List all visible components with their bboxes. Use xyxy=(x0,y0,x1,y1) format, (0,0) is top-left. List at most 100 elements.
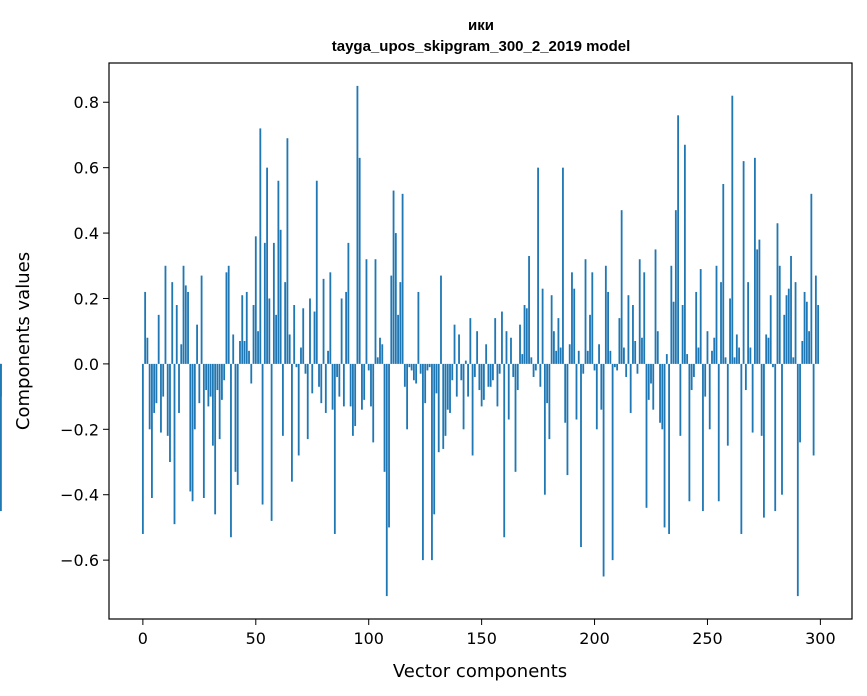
bar-75 xyxy=(311,363,314,394)
bar-182 xyxy=(552,331,555,364)
bar-113 xyxy=(397,314,399,364)
bar-6 xyxy=(155,363,158,404)
bar-211 xyxy=(618,318,621,364)
bar-40 xyxy=(232,334,235,364)
bar-56 xyxy=(268,298,271,364)
bar-212 xyxy=(620,210,623,364)
bar-181 xyxy=(550,295,553,364)
y-tick-label-5: 0.4 xyxy=(74,224,99,243)
bar-282 xyxy=(778,265,781,364)
bar-263 xyxy=(735,334,738,364)
bar-93 xyxy=(352,363,354,436)
bar-36 xyxy=(223,363,226,381)
bar-288 xyxy=(792,357,795,364)
bar-60 xyxy=(277,180,280,364)
bar-116 xyxy=(403,363,406,387)
bar-82 xyxy=(327,350,329,364)
bar-13 xyxy=(171,282,174,364)
bar-186 xyxy=(562,167,564,364)
bar-279 xyxy=(772,363,774,368)
bar-72 xyxy=(304,363,307,374)
bar-153 xyxy=(487,363,490,387)
bar-63 xyxy=(284,282,287,364)
bar-126 xyxy=(426,363,429,371)
bar-84 xyxy=(331,363,334,410)
bar-250 xyxy=(706,331,709,364)
bar-21 xyxy=(189,363,192,492)
bar-122 xyxy=(417,291,420,364)
bar-124 xyxy=(422,363,424,561)
bar-157 xyxy=(496,363,499,407)
bar-189 xyxy=(568,344,571,364)
bar-136 xyxy=(449,363,451,413)
bar-55 xyxy=(266,167,268,364)
bar-209 xyxy=(613,363,616,368)
bar-79 xyxy=(320,363,323,404)
bar-228 xyxy=(656,331,659,364)
bar-258 xyxy=(724,357,727,364)
bar-188 xyxy=(566,363,569,476)
bar-22 xyxy=(191,363,194,502)
bar-291 xyxy=(799,363,801,443)
bar-210 xyxy=(616,363,619,371)
bar-278 xyxy=(769,295,772,364)
bar-106 xyxy=(381,344,384,364)
bar-120 xyxy=(412,363,415,381)
bar-225 xyxy=(650,363,652,384)
plot-area-frame xyxy=(108,62,853,620)
bar-46 xyxy=(245,291,248,364)
bar-130 xyxy=(435,363,438,394)
bar-296 xyxy=(810,193,813,364)
bar-76 xyxy=(313,311,316,364)
bar-39 xyxy=(230,363,232,538)
bar-283 xyxy=(781,363,783,495)
bar-32 xyxy=(214,363,217,515)
bar-148 xyxy=(476,331,479,364)
bar-58 xyxy=(272,242,275,364)
bar-248 xyxy=(702,363,704,512)
bar-242 xyxy=(688,363,691,502)
bar-226 xyxy=(652,363,655,410)
bar-292 xyxy=(801,341,804,364)
bar-243 xyxy=(690,363,693,391)
bar-239 xyxy=(681,305,684,364)
bar-42 xyxy=(236,363,239,485)
bar-71 xyxy=(302,308,305,364)
bar-101 xyxy=(370,363,372,407)
bar-265 xyxy=(740,363,743,534)
bar-268 xyxy=(747,282,750,364)
bar-238 xyxy=(679,363,682,436)
bar-64 xyxy=(286,138,289,364)
bar-104 xyxy=(376,357,379,364)
bar-224 xyxy=(647,363,650,400)
bar-65 xyxy=(288,334,291,364)
bar-102 xyxy=(372,363,375,443)
bar-247 xyxy=(699,269,702,364)
x-tick-label-50: 50 xyxy=(246,629,266,648)
x-tick-label-150: 150 xyxy=(466,629,497,648)
bar-2 xyxy=(146,337,149,364)
bar-45 xyxy=(243,341,246,364)
bar-132 xyxy=(440,275,442,364)
x-tick-label-0: 0 xyxy=(138,629,148,648)
bar-241 xyxy=(686,354,689,364)
bar-23 xyxy=(193,363,196,430)
bar-240 xyxy=(683,144,686,364)
bar-34 xyxy=(218,363,221,440)
bar-203 xyxy=(600,363,603,410)
bar-160 xyxy=(503,363,506,538)
bar-277 xyxy=(767,337,770,364)
bar-54 xyxy=(263,242,266,364)
bar-12 xyxy=(169,363,171,463)
y-tick-label-2: −0.2 xyxy=(60,420,99,439)
bar-264 xyxy=(738,347,740,364)
y-axis-label: Components values xyxy=(13,252,34,430)
bar-273 xyxy=(758,239,761,364)
bar-0 xyxy=(141,363,144,534)
bar-253 xyxy=(713,337,716,364)
bar-137 xyxy=(451,363,454,381)
bar-219 xyxy=(636,363,639,374)
bar-143 xyxy=(464,360,467,364)
bar-3 xyxy=(148,363,151,430)
